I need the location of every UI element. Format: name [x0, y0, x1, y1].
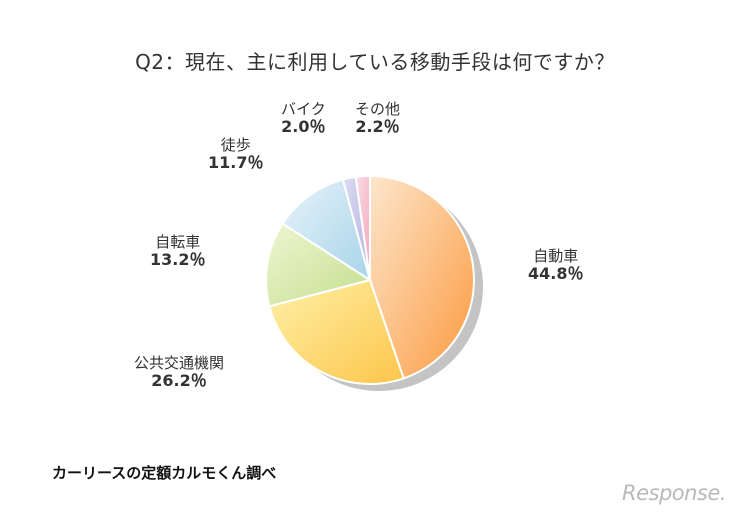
- pie-slice-public-transport: [268, 279, 405, 385]
- label-car-value: 44.8％: [528, 264, 584, 284]
- label-bicycle-value: 13.2％: [150, 250, 206, 270]
- label-motorbike: バイク 2.0％: [281, 100, 326, 137]
- label-car-name: 自動車: [533, 247, 579, 265]
- label-public-transport-value: 26.2％: [151, 371, 207, 391]
- label-other: その他 2.2％: [355, 100, 401, 137]
- source-note: カーリースの定額カルモくん調べ: [52, 464, 277, 482]
- chart-title: Q2：現在、主に利用している移動手段は何ですか？: [135, 50, 615, 74]
- label-motorbike-name: バイク: [281, 100, 326, 118]
- label-other-value: 2.2％: [355, 117, 400, 137]
- label-other-name: その他: [355, 100, 401, 118]
- label-public-transport-name: 公共交通機関: [134, 354, 225, 372]
- label-walk: 徒歩 11.7％: [208, 136, 264, 173]
- label-bicycle-name: 自転車: [155, 233, 201, 251]
- label-motorbike-value: 2.0％: [281, 117, 326, 137]
- label-walk-name: 徒歩: [220, 136, 251, 154]
- label-public-transport: 公共交通機関 26.2％: [134, 354, 225, 391]
- pie-slice-bicycle: [265, 222, 371, 308]
- pie-slice-other: [354, 175, 371, 281]
- pie-slice-walk: [281, 178, 371, 281]
- label-car: 自動車 44.8％: [528, 247, 584, 284]
- label-bicycle: 自転車 13.2％: [150, 233, 206, 270]
- label-walk-value: 11.7％: [208, 153, 264, 173]
- pie-slice-car: [369, 175, 475, 380]
- response-logo: Response.: [622, 481, 726, 505]
